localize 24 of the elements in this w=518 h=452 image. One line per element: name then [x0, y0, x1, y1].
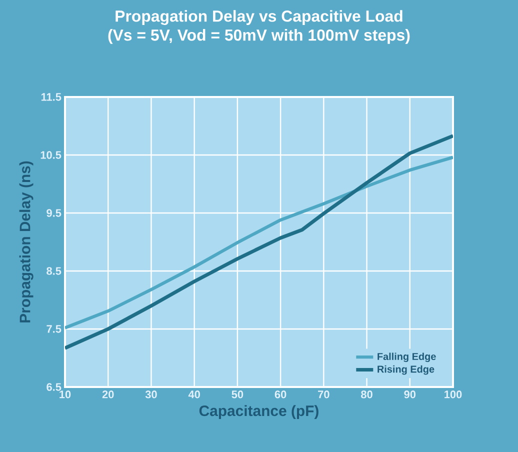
x-tick-label: 40: [188, 390, 200, 398]
line-series: [65, 134, 453, 350]
y-tick-label: 9.5: [46, 209, 62, 217]
legend-label: Falling Edge: [378, 352, 436, 362]
x-tick-label: 20: [102, 390, 114, 398]
x-tick-label: 80: [361, 390, 372, 398]
line-series: [65, 156, 453, 330]
chart-subtitle: (Vs = 5V, Vod = 50mV with 100mV steps): [108, 29, 410, 44]
y-axis-title: Propagation Delay (ns): [19, 161, 34, 322]
y-tick-label: 6.5: [46, 383, 62, 391]
x-tick-label: 90: [404, 390, 416, 398]
x-tick-label: 60: [274, 390, 286, 398]
y-tick-label: 7.5: [46, 325, 62, 333]
x-tick-label: 50: [232, 390, 244, 398]
x-tick-label: 10: [60, 390, 71, 398]
y-tick-label: 11.5: [41, 93, 62, 101]
y-tick-label: 8.5: [46, 267, 62, 275]
y-tick-label: 10.5: [40, 151, 62, 159]
legend-label: Rising Edge: [378, 365, 434, 375]
x-tick-label: 30: [145, 390, 157, 398]
x-tick-label: 100: [444, 390, 462, 398]
x-tick-label: 70: [318, 390, 330, 398]
chart-title: Propagation Delay vs Capacitive Load: [116, 10, 402, 26]
x-axis-title: Capacitance (pF): [199, 405, 318, 420]
